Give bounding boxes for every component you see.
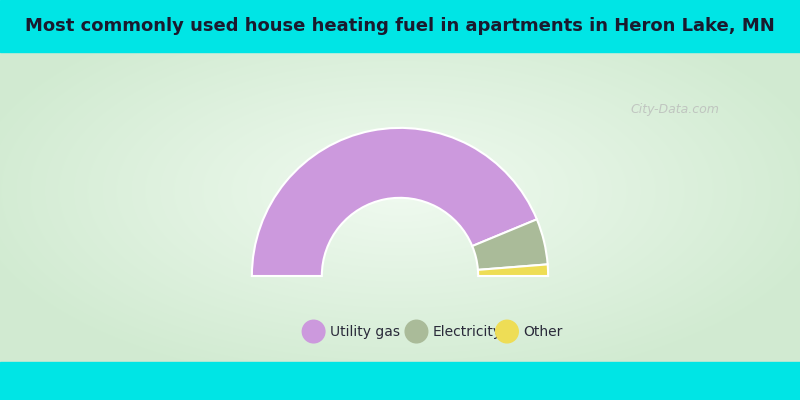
Wedge shape <box>252 128 537 276</box>
Wedge shape <box>478 264 548 276</box>
Text: Electricity: Electricity <box>433 324 502 338</box>
Bar <box>0 362 800 400</box>
Circle shape <box>302 320 325 343</box>
Circle shape <box>496 320 518 343</box>
Text: Most commonly used house heating fuel in apartments in Heron Lake, MN: Most commonly used house heating fuel in… <box>25 17 775 35</box>
Bar <box>0 0 800 52</box>
Text: Other: Other <box>523 324 563 338</box>
Circle shape <box>405 320 428 343</box>
Text: Utility gas: Utility gas <box>330 324 400 338</box>
Wedge shape <box>472 219 548 270</box>
Text: City-Data.com: City-Data.com <box>630 104 719 116</box>
